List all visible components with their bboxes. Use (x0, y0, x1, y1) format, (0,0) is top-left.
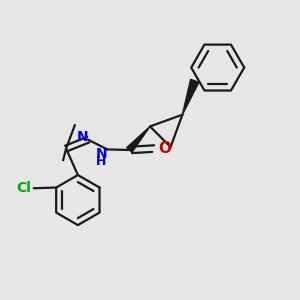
Polygon shape (182, 79, 199, 115)
Text: N: N (77, 130, 89, 144)
Polygon shape (127, 126, 150, 152)
Text: H: H (96, 155, 106, 168)
Text: O: O (158, 141, 171, 156)
Text: N: N (96, 146, 107, 161)
Text: Cl: Cl (16, 181, 31, 195)
